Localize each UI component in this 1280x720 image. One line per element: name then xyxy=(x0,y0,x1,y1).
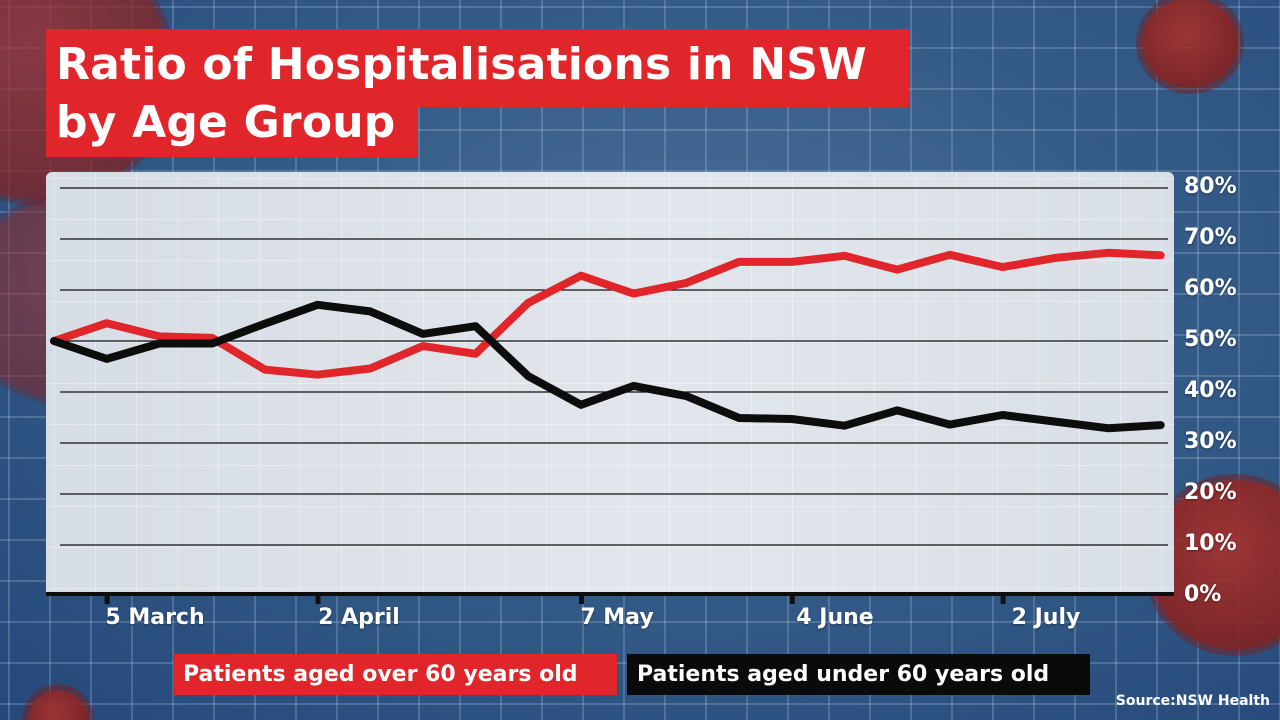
y-tick-0: 0% xyxy=(1184,582,1222,607)
plot-area xyxy=(46,172,1174,596)
source-credit: Source:NSW Health xyxy=(1115,693,1270,709)
y-tick-70: 70% xyxy=(1184,225,1237,250)
y-tick-10: 10% xyxy=(1184,531,1237,556)
y-tick-30: 30% xyxy=(1184,429,1237,454)
x-tick-7-may: 7 May xyxy=(580,605,654,630)
chart-title-line-2: by Age Group xyxy=(46,97,418,157)
virus-illustration-top-right xyxy=(1142,0,1238,88)
x-tick-4-june: 4 June xyxy=(796,605,874,630)
x-tick-5-march: 5 March xyxy=(105,605,205,630)
x-axis-tick-marks xyxy=(104,596,1006,604)
x-tick-2-july: 2 July xyxy=(1011,605,1081,630)
series-line-under-60 xyxy=(50,300,1165,433)
legend-over-60: Patients aged over 60 years old xyxy=(173,654,617,695)
y-tick-80: 80% xyxy=(1184,174,1237,199)
y-tick-50: 50% xyxy=(1184,327,1237,352)
y-tick-60: 60% xyxy=(1184,276,1237,301)
chart-title-line-1: Ratio of Hospitalisations in NSW xyxy=(46,29,909,107)
x-tick-2-april: 2 April xyxy=(318,605,400,630)
y-tick-40: 40% xyxy=(1184,378,1237,403)
series-line-over-60 xyxy=(50,248,1165,379)
horizontal-gridlines xyxy=(60,187,1168,546)
y-tick-20: 20% xyxy=(1184,480,1237,505)
legend-under-60: Patients aged under 60 years old xyxy=(627,654,1090,695)
